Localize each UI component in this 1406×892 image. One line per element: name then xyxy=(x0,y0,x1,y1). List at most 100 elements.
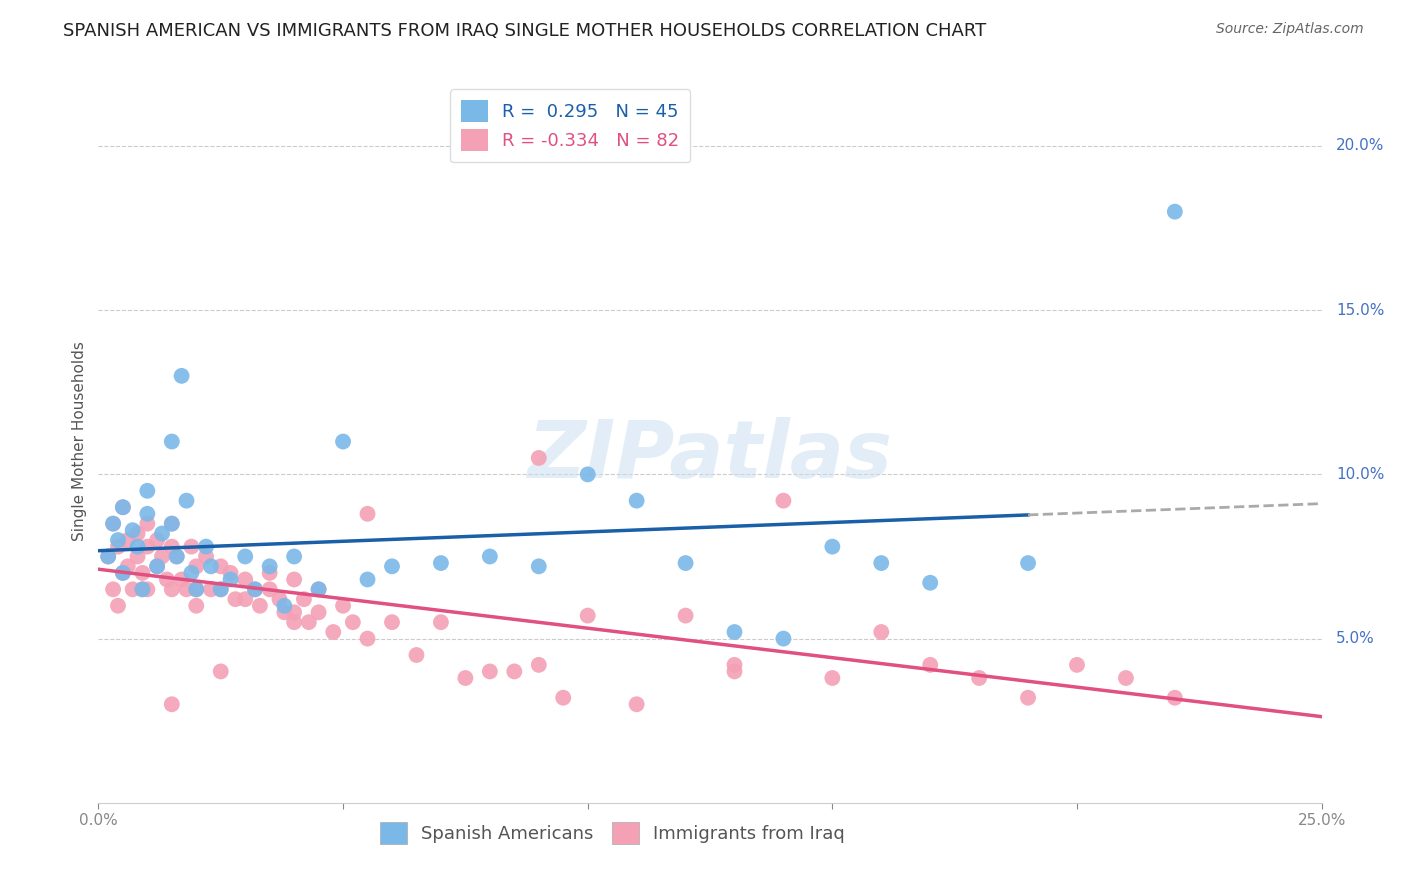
Point xyxy=(430,615,453,630)
Y-axis label: Single Mother Households: Single Mother Households xyxy=(72,342,87,541)
Point xyxy=(723,625,745,640)
Point xyxy=(101,516,124,531)
Point xyxy=(209,559,232,574)
Point xyxy=(626,698,648,712)
Point xyxy=(1115,671,1137,685)
Point xyxy=(160,434,183,449)
Point xyxy=(626,493,648,508)
Point xyxy=(527,559,550,574)
Point xyxy=(195,540,218,554)
Point xyxy=(146,533,169,547)
Point xyxy=(97,549,120,564)
Point xyxy=(200,559,222,574)
Point xyxy=(150,549,173,564)
Point xyxy=(259,559,281,574)
Point xyxy=(127,526,149,541)
Point xyxy=(136,516,159,531)
Point xyxy=(131,566,153,580)
Point xyxy=(209,665,232,679)
Point xyxy=(298,615,321,630)
Point xyxy=(101,582,124,597)
Point xyxy=(186,559,208,574)
Point xyxy=(146,559,169,574)
Point xyxy=(160,516,183,531)
Point xyxy=(160,540,183,554)
Point xyxy=(454,671,477,685)
Point xyxy=(527,450,550,465)
Point xyxy=(195,549,218,564)
Point xyxy=(160,698,183,712)
Point xyxy=(259,582,281,597)
Point xyxy=(107,599,129,613)
Point xyxy=(209,582,232,597)
Point xyxy=(332,434,354,449)
Point xyxy=(308,605,330,619)
Point xyxy=(356,573,378,587)
Point xyxy=(920,575,942,590)
Point xyxy=(283,605,305,619)
Point xyxy=(156,573,179,587)
Point xyxy=(283,615,305,630)
Point xyxy=(675,608,697,623)
Point xyxy=(170,368,193,383)
Point xyxy=(136,507,159,521)
Point xyxy=(176,582,198,597)
Point xyxy=(186,599,208,613)
Point xyxy=(342,615,364,630)
Point xyxy=(249,599,271,613)
Point xyxy=(527,657,550,672)
Point xyxy=(111,566,134,580)
Point xyxy=(821,671,844,685)
Point xyxy=(283,573,305,587)
Point xyxy=(219,573,242,587)
Point xyxy=(332,599,354,613)
Point xyxy=(219,566,242,580)
Point xyxy=(160,516,183,531)
Point xyxy=(243,582,266,597)
Point xyxy=(243,582,266,597)
Point xyxy=(136,483,159,498)
Point xyxy=(292,592,315,607)
Point xyxy=(209,582,232,597)
Text: 10.0%: 10.0% xyxy=(1336,467,1385,482)
Point xyxy=(675,556,697,570)
Point xyxy=(273,599,295,613)
Point xyxy=(107,533,129,547)
Point xyxy=(107,540,129,554)
Point xyxy=(967,671,990,685)
Point xyxy=(136,582,159,597)
Point xyxy=(180,540,202,554)
Point xyxy=(576,467,599,482)
Point xyxy=(772,632,794,646)
Point xyxy=(146,559,169,574)
Point xyxy=(723,657,745,672)
Point xyxy=(381,559,404,574)
Point xyxy=(772,493,794,508)
Point xyxy=(136,540,159,554)
Point xyxy=(1164,690,1187,705)
Point xyxy=(150,526,173,541)
Point xyxy=(101,516,124,531)
Point xyxy=(381,615,404,630)
Text: ZIPatlas: ZIPatlas xyxy=(527,417,893,495)
Point xyxy=(233,573,256,587)
Point xyxy=(233,549,256,564)
Point xyxy=(553,690,575,705)
Point xyxy=(322,625,344,640)
Point xyxy=(503,665,526,679)
Point xyxy=(1066,657,1088,672)
Point xyxy=(259,566,281,580)
Point xyxy=(186,582,208,597)
Point xyxy=(224,592,246,607)
Point xyxy=(356,507,378,521)
Point xyxy=(283,549,305,564)
Text: 15.0%: 15.0% xyxy=(1336,302,1385,318)
Point xyxy=(870,625,893,640)
Point xyxy=(478,665,501,679)
Point xyxy=(121,523,143,537)
Point xyxy=(405,648,427,662)
Point xyxy=(1164,204,1187,219)
Point xyxy=(723,665,745,679)
Point xyxy=(186,582,208,597)
Point xyxy=(1017,690,1039,705)
